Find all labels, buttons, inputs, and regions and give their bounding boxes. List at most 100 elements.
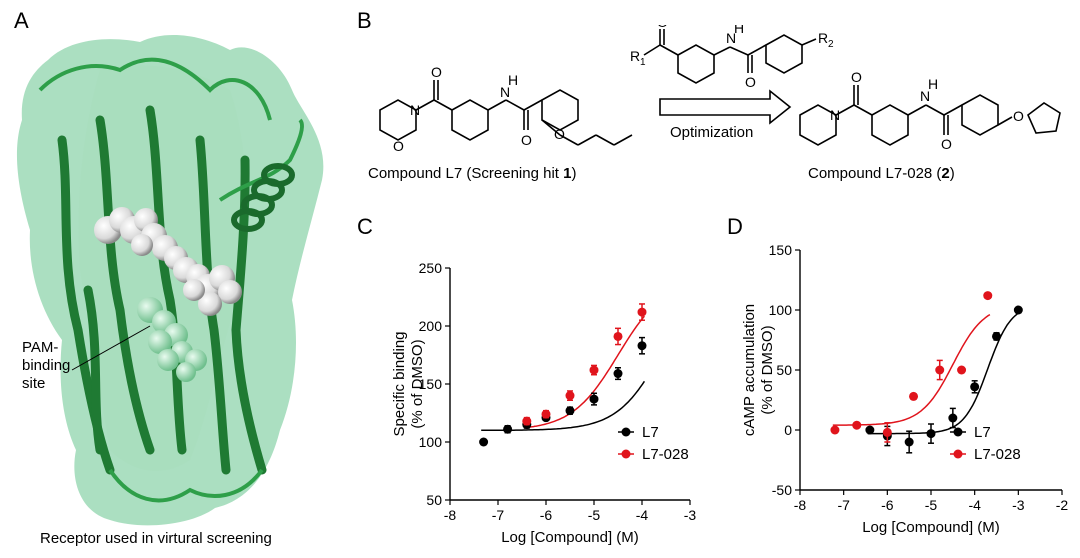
data-point-L7-028 [935,365,945,375]
data-point-L7 [589,394,599,404]
data-point-L7-028 [541,409,551,419]
x-tick-label: -7 [492,507,505,523]
panel-c-letter: C [357,214,373,239]
x-tick-label: -6 [881,497,894,513]
x-tick-label: -5 [925,497,938,513]
x-tick-label: -2 [1056,497,1069,513]
y-tick-label: 200 [419,318,443,334]
y-tick-label: 250 [419,260,443,276]
svg-text:2: 2 [828,39,834,50]
legend-marker-L7-028 [621,449,631,459]
legend-label-L7: L7 [974,424,991,441]
x-axis-label: Log [Compound] (M) [862,519,1000,536]
svg-text:O: O [393,138,404,154]
chart-c: -8 -7 -6 -5 -4 -3 50 100 150 200 250 Log [Compound]… [391,260,696,546]
chemistry-scheme: O N O N H O O O R 1 N H O R 2 O N N H O … [379,25,1061,154]
data-point-L7 [479,437,489,447]
receptor-structure-figure: PAM- binding site [16,35,324,526]
x-tick-label: -5 [588,507,601,523]
svg-text:O: O [431,64,442,80]
data-point-L7-028 [882,427,892,437]
fit-curve-L7 [481,380,646,432]
x-tick-label: -3 [1012,497,1025,513]
panel-d-letter: D [727,214,743,239]
svg-text:O: O [554,126,565,142]
y-tick-label: 100 [769,302,793,318]
svg-text:1: 1 [640,57,646,68]
x-axis-label: Log [Compound] (M) [501,529,639,546]
panel-a-letter: A [14,8,29,33]
pam-site-spheres [137,297,207,382]
svg-text:H: H [928,76,938,92]
pam-label-line-2: binding [22,357,70,374]
data-point-L7-028 [589,365,599,375]
fit-curve-L7-028 [832,313,991,426]
y-tick-label: 100 [419,434,443,450]
legend-marker-L7-028 [953,449,963,459]
y-axis-label: cAMP accumulation [741,304,758,436]
pam-pointer-line [71,325,151,371]
optimization-label: Optimization [670,124,753,141]
data-point-L7 [503,424,513,434]
y-tick-label: 150 [769,242,793,258]
data-point-L7-028 [565,391,575,401]
svg-text:H: H [508,72,518,88]
data-point-L7 [992,331,1001,341]
svg-text:R: R [818,30,828,46]
data-point-L7-028 [613,331,623,341]
y-axis-label: Specific binding [391,331,408,436]
x-tick-label: -8 [444,507,457,523]
cyclopentyl-ring [1027,102,1061,134]
data-point-L7-028 [957,365,967,375]
panel-a-caption: Receptor used in virtural screening [40,530,272,547]
data-point-L7-028 [983,291,993,301]
svg-text:H: H [734,25,744,36]
svg-text:N: N [500,84,510,100]
data-point-L7-028 [637,307,647,317]
svg-text:O: O [521,132,532,148]
pam-label-line-1: PAM- [22,339,58,356]
compound1-caption: Compound L7 (Screening hit 1) [368,165,577,182]
y-tick-label: 50 [426,492,442,508]
l7-central-ring [451,99,489,141]
data-point-L7 [970,382,980,392]
x-tick-label: -4 [636,507,649,523]
piperidine-ring [799,104,837,146]
helix-6 [83,285,105,455]
ligand-spheres [94,207,242,316]
helix-4 [195,135,231,475]
l7028-central-ring [871,104,909,146]
y-axis-label: (% of DMSO) [409,339,426,428]
l7028-aryl-ring [961,94,999,136]
legend-marker-L7 [621,427,631,437]
svg-text:O: O [941,136,952,152]
data-point-L7 [904,437,914,447]
svg-text:O: O [657,25,668,30]
x-tick-label: -8 [794,497,807,513]
data-point-L7 [1013,305,1023,315]
data-point-L7 [948,413,958,423]
data-point-L7-028 [522,416,532,426]
optimization-arrow [659,89,792,125]
data-point-L7 [613,369,623,379]
x-tick-label: -4 [968,497,981,513]
x-tick-label: -7 [837,497,850,513]
legend-label-L7-028: L7-028 [974,446,1021,463]
y-tick-label: -50 [772,482,792,498]
y-tick-label: 150 [419,376,443,392]
fit-curve-L7 [867,311,1021,435]
panel-b-letter: B [357,8,372,33]
pam-label-line-3: site [22,375,45,392]
svg-text:O: O [1013,108,1024,124]
helix-3 [145,105,187,455]
data-point-L7 [926,429,936,439]
svg-text:O: O [851,69,862,85]
fit-curve-L7-028 [524,315,645,429]
helix-2 [95,115,155,455]
data-point-L7-028 [852,420,862,430]
svg-text:N: N [726,30,736,46]
morpholine-ring [379,99,417,141]
y-tick-label: 50 [776,362,792,378]
data-point-L7 [865,425,875,435]
data-point-L7 [637,341,647,351]
